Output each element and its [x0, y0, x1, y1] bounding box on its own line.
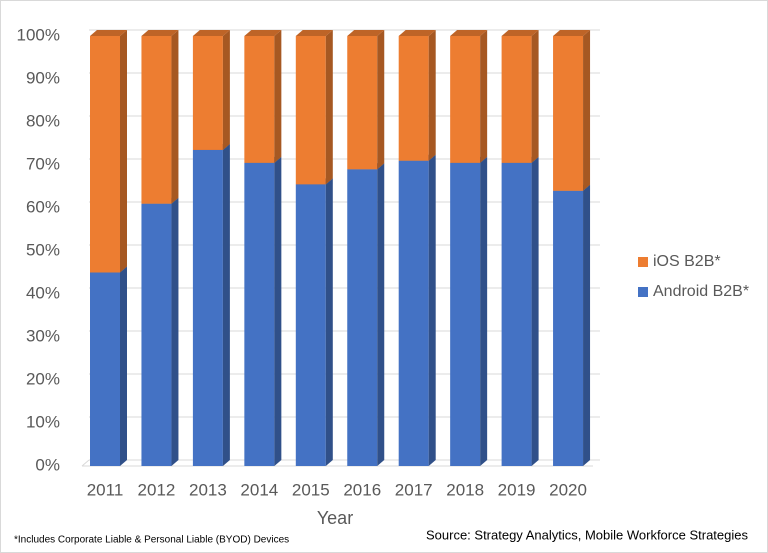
- y-tick-label: 0%: [35, 455, 60, 474]
- y-tick-label: 10%: [26, 412, 60, 431]
- bar-side: [274, 156, 282, 466]
- bar: [295, 36, 326, 185]
- bar: [244, 162, 275, 466]
- bar-top: [450, 30, 488, 36]
- bar: [141, 203, 172, 466]
- bar-side: [120, 266, 127, 466]
- source: Source: Strategy Analytics, Mobile Workf…: [426, 527, 749, 542]
- bar: [347, 36, 378, 170]
- y-tick-label: 50%: [26, 240, 60, 259]
- legend-swatch: [638, 257, 648, 267]
- bar-side: [583, 30, 591, 191]
- y-tick-label: 80%: [26, 111, 60, 130]
- bar: [398, 36, 429, 161]
- y-tick-label: 20%: [26, 369, 60, 388]
- x-tick-label: 2011: [87, 480, 124, 499]
- bar-side: [531, 156, 539, 466]
- bar: [501, 36, 532, 163]
- bar-side: [480, 156, 488, 466]
- bar: [244, 36, 275, 163]
- bar-side: [222, 143, 230, 466]
- bar: [501, 162, 532, 466]
- legend-label: Android B2B*: [653, 283, 749, 300]
- x-axis-label: Year: [317, 508, 353, 528]
- x-tick-label: 2012: [138, 480, 176, 499]
- y-tick-label: 70%: [26, 154, 60, 173]
- bar-top: [553, 30, 591, 36]
- bar-top: [501, 30, 539, 36]
- bar-top: [295, 30, 333, 36]
- bar-side: [120, 30, 127, 273]
- bar-top: [141, 30, 179, 36]
- legend-swatch: [638, 287, 648, 297]
- floor: [81, 459, 90, 467]
- legend-label: iOS B2B*: [653, 253, 721, 270]
- x-tick-label: 2017: [395, 480, 433, 499]
- bar: [192, 36, 223, 150]
- bar: [553, 190, 584, 467]
- bar: [398, 160, 429, 466]
- bar: [141, 36, 172, 204]
- bar: [553, 36, 584, 191]
- bar: [450, 36, 481, 163]
- bar-side: [480, 30, 488, 163]
- bar-top: [90, 30, 127, 36]
- bar-side: [428, 154, 436, 466]
- y-tick-label: 90%: [26, 68, 60, 87]
- y-tick-label: 60%: [26, 197, 60, 216]
- y-tick-label: 40%: [26, 283, 60, 302]
- bar-side: [222, 30, 230, 150]
- bar: [192, 149, 223, 466]
- bar-top: [244, 30, 282, 36]
- y-tick-label: 100%: [17, 25, 60, 44]
- x-tick-label: 2013: [189, 480, 227, 499]
- bar-side: [325, 178, 333, 466]
- bar-side: [428, 30, 436, 161]
- x-tick-label: 2016: [343, 480, 381, 499]
- bar-top: [192, 30, 230, 36]
- x-tick-label: 2019: [498, 480, 536, 499]
- bar: [90, 36, 120, 273]
- bar-side: [171, 197, 179, 466]
- bar: [450, 162, 481, 466]
- bar: [295, 184, 326, 466]
- footnote: *Includes Corporate Liable & Personal Li…: [14, 535, 289, 546]
- bar-side: [377, 163, 385, 467]
- x-tick-label: 2018: [446, 480, 484, 499]
- bar: [90, 272, 120, 466]
- bar: [347, 169, 378, 467]
- bar-top: [398, 30, 436, 36]
- x-tick-label: 2020: [549, 480, 587, 499]
- bar-side: [531, 30, 539, 163]
- bar-side: [325, 30, 333, 185]
- x-tick-label: 2015: [292, 480, 330, 499]
- bar-top: [347, 30, 385, 36]
- bar-side: [377, 30, 385, 170]
- y-tick-label: 30%: [26, 326, 60, 345]
- bar-side: [171, 30, 179, 204]
- bar-side: [274, 30, 282, 163]
- x-tick-label: 2014: [240, 480, 278, 499]
- bar-side: [583, 184, 591, 467]
